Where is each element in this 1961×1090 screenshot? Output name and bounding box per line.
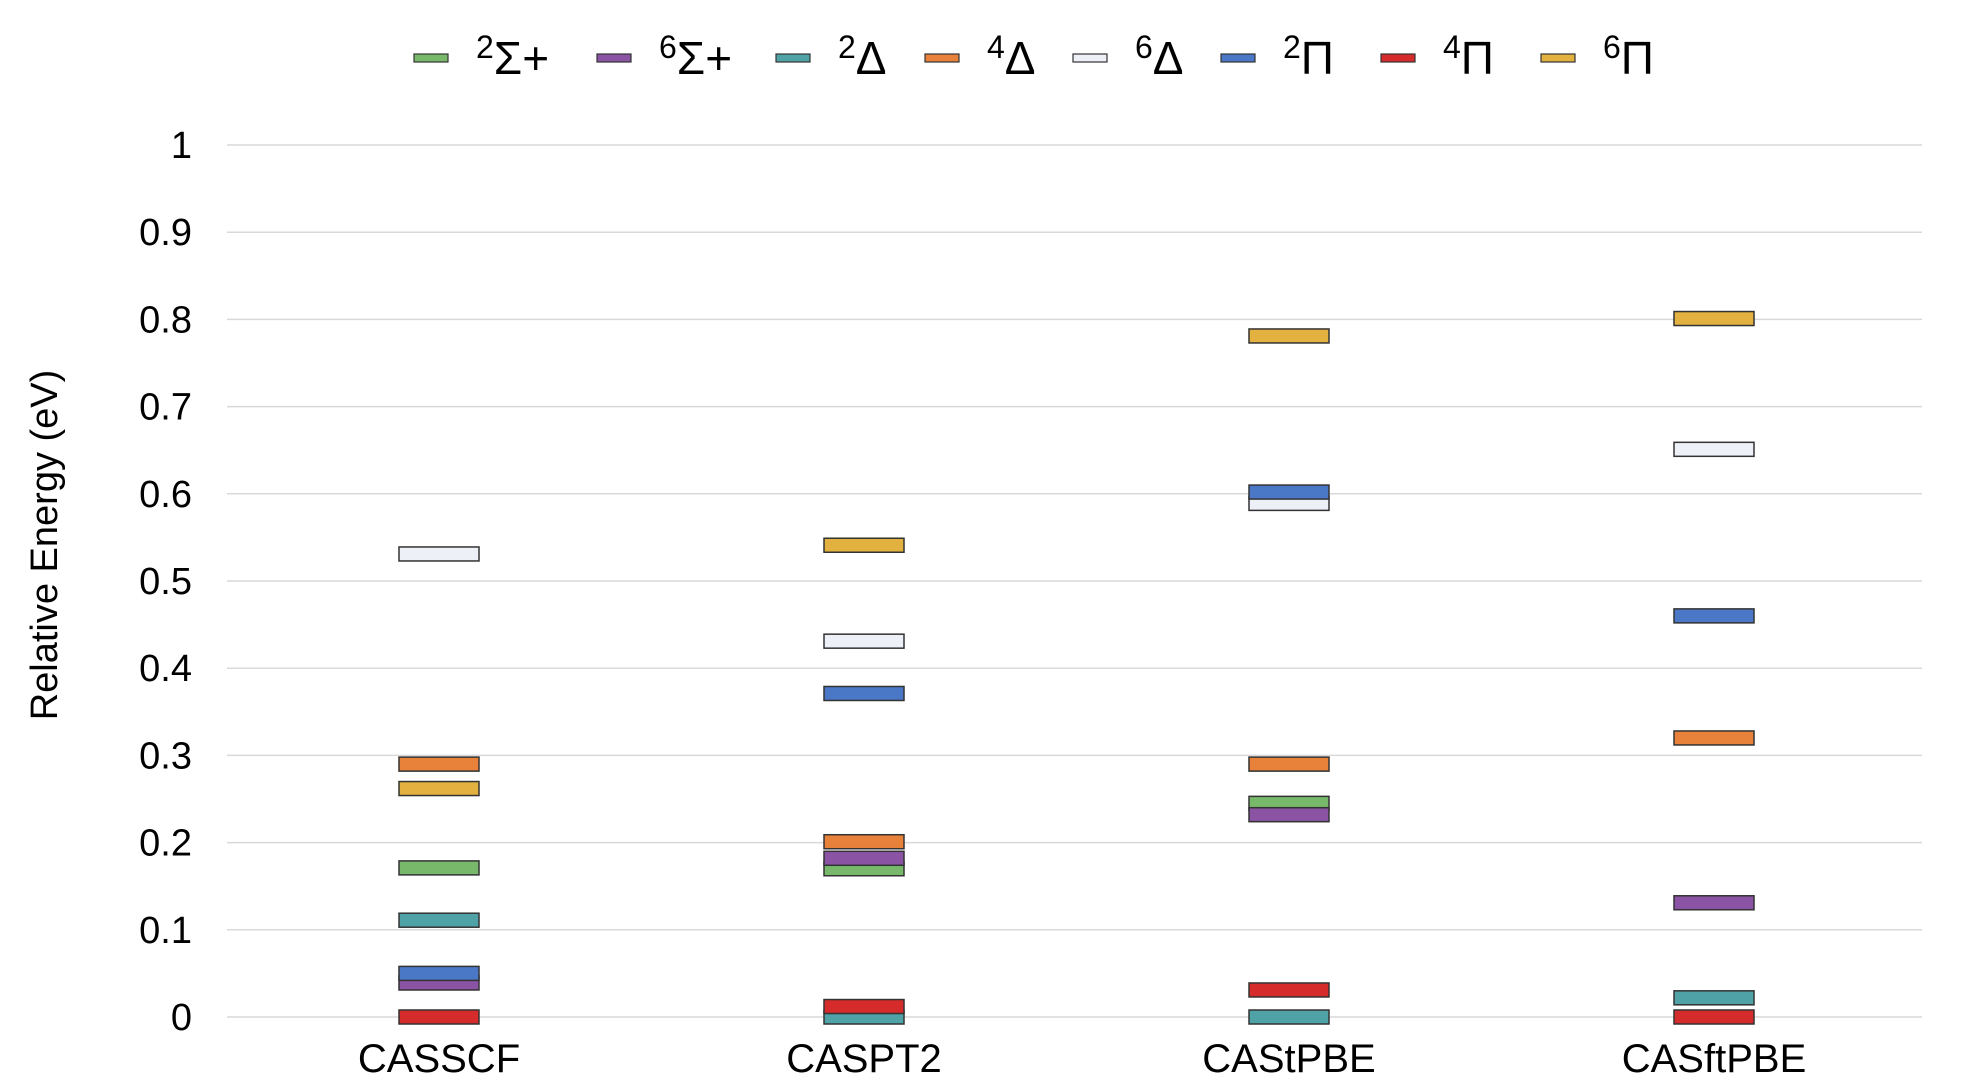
- legend-label: 4Δ: [987, 29, 1036, 84]
- energy-level-bar: [1248, 982, 1330, 998]
- legend-label: 2Σ+: [476, 29, 549, 84]
- energy-levels: [398, 310, 1755, 1025]
- energy-level-bar: [398, 1009, 480, 1025]
- energy-level-bar: [1248, 806, 1330, 823]
- legend-swatch: [924, 53, 960, 63]
- energy-level-bar: [1673, 441, 1755, 458]
- energy-level-bar: [398, 756, 480, 772]
- x-tick-label: CAStPBE: [1202, 1037, 1375, 1081]
- y-tick-label: 0.2: [139, 823, 192, 865]
- energy-level-bar: [823, 850, 905, 867]
- legend-swatch: [1540, 53, 1576, 63]
- energy-level-bar: [823, 537, 905, 553]
- legend-label: 6Δ: [1135, 29, 1184, 84]
- y-tick-label: 0: [171, 997, 192, 1039]
- energy-level-bar: [1673, 310, 1755, 327]
- energy-level-bar: [823, 998, 905, 1015]
- y-axis: 0 0.1 0.2 0.3 0.4 0.5 0.6 0.7 0.8 0.9 1: [139, 125, 192, 1039]
- energy-level-bar: [398, 780, 480, 797]
- energy-level-bar: [823, 833, 905, 850]
- energy-level-bar: [823, 685, 905, 702]
- y-tick-label: 0.3: [139, 735, 192, 777]
- y-tick-label: 1: [171, 125, 192, 167]
- x-axis: CASSCF CASPT2 CAStPBE CASftPBE: [358, 1037, 1806, 1081]
- energy-level-bar: [1673, 730, 1755, 746]
- legend-label: 2Δ: [838, 29, 887, 84]
- energy-level-bar: [1248, 484, 1330, 500]
- y-tick-label: 0.1: [139, 910, 192, 952]
- y-tick-label: 0.5: [139, 561, 192, 603]
- x-tick-label: CASftPBE: [1622, 1037, 1807, 1081]
- energy-level-bar: [823, 633, 905, 649]
- legend-label: 4Π: [1443, 29, 1494, 84]
- y-tick-label: 0.9: [139, 212, 192, 254]
- legend: 2Σ+ 6Σ+ 2Δ 4Δ 6Δ 2Π 4Π 6Π: [413, 29, 1654, 84]
- legend-label: 6Σ+: [659, 29, 732, 84]
- energy-level-bar: [398, 546, 480, 562]
- y-tick-label: 0.6: [139, 474, 192, 516]
- energy-level-bar: [1248, 1009, 1330, 1025]
- energy-level-bar: [1673, 895, 1755, 911]
- x-tick-label: CASPT2: [786, 1037, 942, 1081]
- legend-swatch: [1220, 53, 1256, 63]
- y-axis-label: Relative Energy (eV): [24, 370, 66, 721]
- energy-level-bar: [398, 860, 480, 876]
- energy-level-bar: [398, 965, 480, 982]
- legend-label: 2Π: [1283, 29, 1334, 84]
- legend-swatch: [1072, 53, 1108, 63]
- energy-level-bar: [1673, 608, 1755, 624]
- legend-swatch: [596, 53, 632, 63]
- energy-level-bar: [1673, 1009, 1755, 1025]
- energy-level-bar: [1248, 756, 1330, 772]
- legend-swatch: [775, 53, 811, 63]
- energy-level-bar: [1673, 990, 1755, 1006]
- y-tick-label: 0.4: [139, 648, 192, 690]
- x-tick-label: CASSCF: [358, 1037, 520, 1081]
- legend-label: 6Π: [1603, 29, 1654, 84]
- grid-lines: [227, 144, 1922, 1018]
- energy-level-bar: [1248, 328, 1330, 344]
- y-tick-label: 0.7: [139, 387, 192, 429]
- legend-swatch: [413, 53, 449, 63]
- energy-level-bar: [398, 912, 480, 928]
- y-tick-label: 0.8: [139, 299, 192, 341]
- legend-swatch: [1380, 53, 1416, 63]
